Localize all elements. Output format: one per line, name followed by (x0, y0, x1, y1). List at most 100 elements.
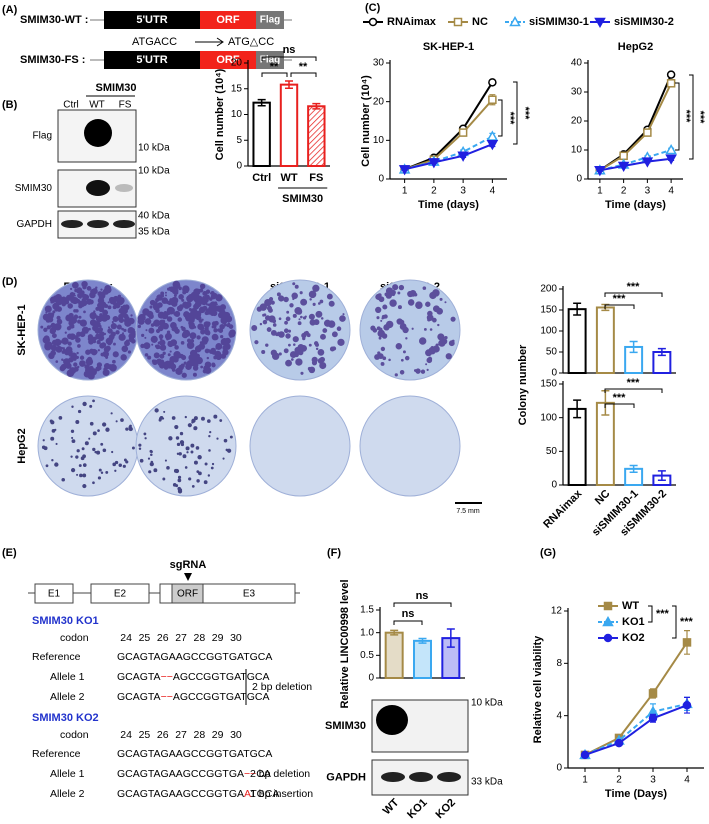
error-bar (629, 340, 638, 354)
x-tick-label: 3 (645, 186, 651, 197)
sequence-part: −− (161, 671, 173, 683)
kda-marker: 35 kDa (138, 227, 170, 238)
significance-bracket (675, 82, 680, 151)
significance-label: *** (656, 608, 670, 620)
y-tick-label: 100 (540, 412, 557, 423)
significance-label: ns (402, 608, 415, 620)
significance-label: ns (283, 44, 296, 56)
panel-label: (A) (2, 4, 18, 16)
y-axis-label: Colony number (517, 344, 529, 425)
x-tick-label: 2 (431, 186, 437, 197)
error-bar (390, 629, 399, 636)
data-point (486, 139, 499, 151)
legend-marker (603, 633, 613, 643)
allele-note: 1 bp insertion (250, 788, 313, 800)
blot-label: Flag (33, 131, 52, 142)
guide-label: sgRNA (170, 559, 207, 571)
colonies (40, 280, 137, 380)
series-line (584, 704, 688, 756)
significance-label: *** (504, 112, 516, 126)
x-tick-label: FS (309, 172, 323, 184)
kda-marker: 40 kDa (138, 211, 170, 222)
cell-line-label: SK-HEP-1 (16, 304, 28, 355)
data-point (665, 154, 677, 165)
codon-number: 26 (157, 632, 169, 644)
significance-label: *** (680, 616, 694, 628)
allele-label: Allele 1 (50, 768, 85, 780)
y-tick-label: 200 (540, 284, 557, 295)
kda-marker: 33 kDa (471, 777, 503, 788)
lane-label: Ctrl (63, 100, 79, 111)
construct-label: SMIM30-WT : (20, 14, 88, 26)
band (113, 220, 135, 228)
allele-note: 2 bp deletion (250, 768, 310, 780)
x-tick-label: 1 (597, 186, 603, 197)
y-tick-label: 0 (236, 161, 242, 172)
bar (252, 101, 271, 167)
bar (307, 105, 326, 168)
lane-label: FS (119, 100, 132, 111)
series-line (599, 74, 673, 172)
codon-number: 28 (194, 729, 206, 741)
y-tick-label: 1.0 (360, 627, 374, 638)
blot-label: SMIM30 (325, 720, 366, 732)
allele-label: Reference (32, 748, 81, 760)
exon (159, 583, 173, 604)
sequence-part: GCAGTAGAAGCCGGTGATGCA (117, 748, 272, 760)
y-tick-label: 0 (551, 368, 557, 379)
error-bar (285, 80, 293, 89)
y-tick-label: 5 (236, 135, 242, 146)
sequence: GCAGTAGAAGCCGGTGATGCA (117, 651, 272, 663)
y-tick-label: 0 (378, 174, 384, 185)
allele-label: Allele 2 (50, 691, 85, 703)
data-point (428, 158, 440, 169)
bar (567, 407, 587, 486)
y-tick-label: 150 (540, 305, 557, 316)
y-tick-label: 20 (571, 116, 583, 127)
segment-label: ORF (216, 54, 240, 66)
y-tick-label: 30 (571, 87, 583, 98)
error-bar (657, 347, 666, 357)
significance-bracket (604, 292, 663, 297)
bar (384, 631, 404, 680)
x-tick-label: 2 (621, 186, 627, 197)
blot-header: SMIM30 (96, 82, 137, 94)
y-tick-label: 15 (231, 83, 243, 94)
series-line (584, 641, 688, 756)
y-tick-label: 40 (571, 58, 583, 69)
allele-label: Allele 2 (50, 788, 85, 800)
allele-note: 2 bp deletion (252, 681, 312, 693)
exon-label: E1 (48, 589, 61, 600)
y-axis-label: Relative cell viability (532, 635, 544, 743)
cell-line-label: HepG2 (16, 428, 28, 463)
allele-label: Reference (32, 651, 81, 663)
error-bar (657, 470, 666, 482)
significance-label: *** (613, 293, 627, 305)
x-tick-label: 4 (490, 186, 496, 197)
y-tick-label: 0 (556, 763, 562, 774)
data-point (486, 130, 499, 141)
y-tick-label: 50 (546, 446, 558, 457)
y-tick-label: 1.5 (360, 605, 374, 616)
x-tick-label: 3 (460, 186, 466, 197)
y-tick-label: 8 (556, 658, 562, 669)
flag-box (256, 11, 284, 29)
legend-marker (602, 615, 614, 627)
x-tick-label: RNAimax (541, 487, 585, 531)
legend-marker (368, 17, 378, 27)
band (376, 705, 408, 735)
x-tick-label: KO1 (405, 797, 429, 821)
y-tick-label: 0.5 (360, 650, 374, 661)
data-point (665, 143, 677, 155)
x-tick-label: WT (280, 172, 297, 184)
codon-number: 25 (139, 729, 151, 741)
x-axis-label: Time (days) (418, 199, 479, 211)
y-tick-label: 30 (373, 58, 385, 69)
data-point (594, 166, 606, 177)
y-tick-label: 10 (373, 135, 385, 146)
band (409, 772, 433, 782)
panel-label: (C) (365, 2, 381, 14)
legend-label: siSMIM30-1 (529, 16, 589, 28)
y-tick-label: 20 (373, 96, 385, 107)
